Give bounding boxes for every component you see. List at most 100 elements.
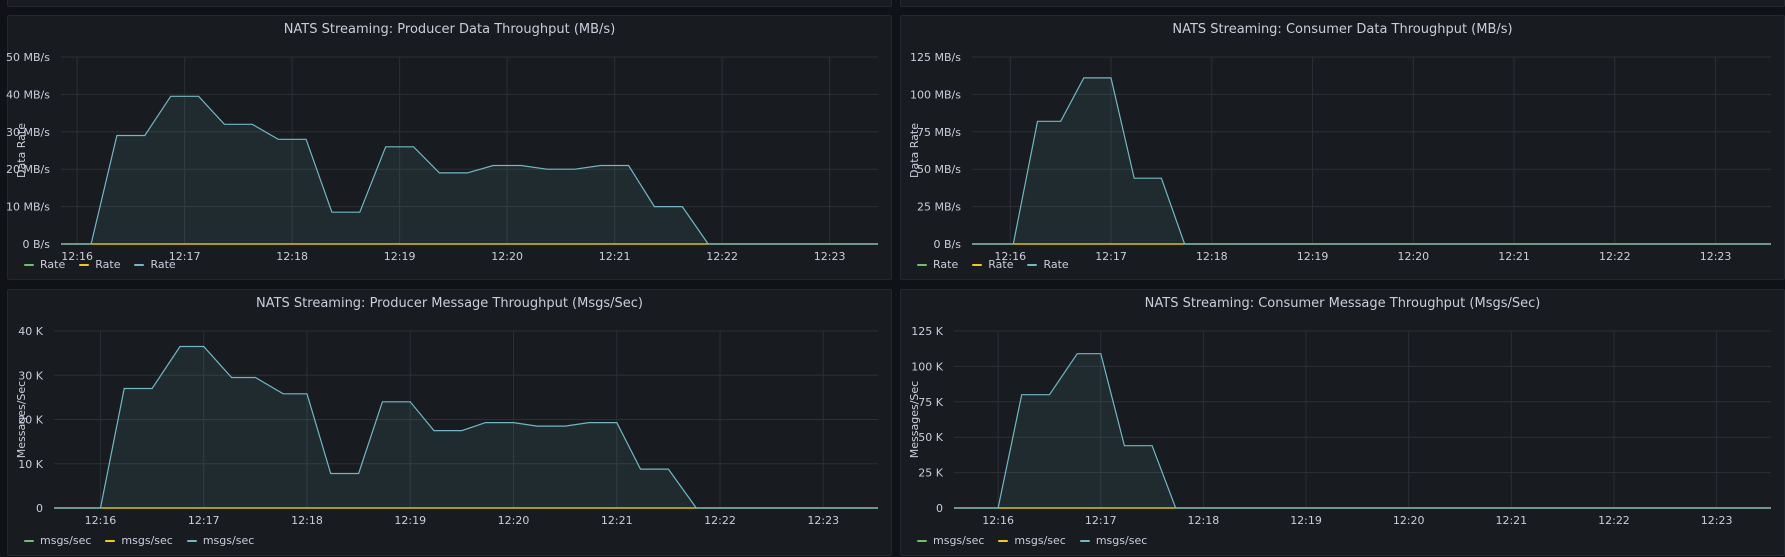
panel-consumer-message-throughput[interactable]: NATS Streaming: Consumer Message Through… bbox=[900, 289, 1785, 556]
y-axis-label: Data Rate bbox=[908, 123, 921, 178]
series-line[interactable] bbox=[972, 77, 1771, 245]
x-tick-label: 12:19 bbox=[1297, 250, 1329, 263]
legend: Rate Rate Rate bbox=[24, 258, 176, 271]
legend-swatch-icon bbox=[998, 539, 1009, 542]
x-tick-label: 12:16 bbox=[85, 514, 117, 527]
x-tick-label: 12:18 bbox=[1188, 514, 1220, 527]
y-axis-label: Messages/Sec bbox=[15, 381, 28, 458]
legend-item[interactable]: Rate bbox=[79, 258, 120, 271]
x-tick-label: 12:18 bbox=[276, 250, 308, 263]
y-tick-label: 0 bbox=[936, 502, 943, 515]
chart-svg[interactable]: 0 B/s 10 MB/s 20 MB/s 30 MB/s 40 MB/s 50 MB/s… bbox=[6, 16, 893, 281]
x-tick-label: 12:22 bbox=[1598, 514, 1630, 527]
chart-svg[interactable]: 0 25 K 50 K 75 K 100 K 125 K 12:16 12:17 12:18 12… bbox=[901, 290, 1785, 557]
legend: msgs/sec msgs/sec msgs/sec bbox=[24, 534, 254, 547]
y-tick-label: 125 MB/s bbox=[910, 51, 961, 64]
legend-swatch-icon bbox=[186, 539, 197, 542]
y-tick-label: 100 K bbox=[911, 360, 943, 373]
series-area bbox=[954, 353, 1771, 508]
x-tick-label: 12:19 bbox=[384, 250, 416, 263]
legend-item[interactable]: Rate bbox=[134, 258, 176, 271]
legend-swatch-icon bbox=[105, 539, 116, 542]
legend-swatch-icon bbox=[24, 263, 34, 266]
legend-swatch-icon bbox=[917, 539, 927, 542]
legend-item[interactable]: Rate bbox=[1027, 258, 1069, 271]
x-tick-label: 12:17 bbox=[188, 514, 220, 527]
x-tick-label: 12:19 bbox=[1290, 514, 1322, 527]
legend-label: Rate bbox=[988, 258, 1014, 271]
chart-svg[interactable]: 0 10 K 20 K 30 K 40 K 12:16 12:17 12:18 12:19 12:… bbox=[8, 290, 893, 557]
panel-producer-message-throughput[interactable]: NATS Streaming: Producer Message Through… bbox=[7, 289, 892, 556]
panel-title[interactable]: NATS Streaming: Producer Message Through… bbox=[255, 296, 643, 311]
legend-item[interactable]: msgs/sec bbox=[917, 534, 984, 547]
x-tick-label: 12:23 bbox=[807, 514, 839, 527]
legend-item[interactable]: msgs/sec bbox=[186, 534, 255, 547]
legend-label: Rate bbox=[1043, 258, 1069, 271]
legend-swatch-icon bbox=[79, 263, 90, 266]
series-area bbox=[54, 346, 878, 508]
y-tick-label: 75 K bbox=[918, 396, 943, 409]
y-tick-label: 50 MB/s bbox=[917, 163, 961, 176]
series-area bbox=[61, 96, 878, 244]
y-tick-label: 25 MB/s bbox=[917, 201, 961, 214]
legend-item[interactable]: Rate bbox=[24, 258, 65, 271]
legend-label: Rate bbox=[933, 258, 959, 271]
y-tick-label: 25 K bbox=[918, 467, 943, 480]
y-axis-label: Messages/Sec bbox=[908, 381, 921, 458]
x-tick-label: 12:21 bbox=[1495, 514, 1527, 527]
x-tick-label: 12:22 bbox=[706, 250, 738, 263]
legend-swatch-icon bbox=[972, 263, 983, 266]
y-tick-label: 20 MB/s bbox=[6, 163, 50, 176]
series-line[interactable] bbox=[954, 353, 1771, 509]
legend: msgs/sec msgs/sec msgs/sec bbox=[917, 534, 1147, 547]
y-tick-label: 100 MB/s bbox=[910, 88, 961, 101]
legend-label: Rate bbox=[40, 258, 66, 271]
y-tick-label: 125 K bbox=[911, 325, 943, 338]
x-tick-label: 12:23 bbox=[1701, 514, 1733, 527]
x-tick-label: 12:20 bbox=[498, 514, 530, 527]
y-axis-label: Data Rate bbox=[15, 123, 28, 178]
y-tick-label: 40 MB/s bbox=[6, 88, 50, 101]
legend-item[interactable]: msgs/sec bbox=[998, 534, 1066, 547]
legend-item[interactable]: Rate bbox=[972, 258, 1013, 271]
y-tick-label: 10 K bbox=[18, 458, 43, 471]
y-tick-label: 50 MB/s bbox=[6, 51, 50, 64]
x-tick-label: 12:17 bbox=[1085, 514, 1117, 527]
legend-label: msgs/sec bbox=[1095, 534, 1148, 547]
panel-producer-data-throughput[interactable]: NATS Streaming: Producer Data Throughput… bbox=[6, 15, 893, 281]
series-line[interactable] bbox=[54, 345, 878, 509]
series-line[interactable] bbox=[61, 95, 878, 245]
chart-svg[interactable]: 0 B/s 25 MB/s 50 MB/s 75 MB/s 100 MB/s 125 MB… bbox=[901, 16, 1785, 281]
x-tick-label: 12:22 bbox=[704, 514, 736, 527]
x-tick-label: 12:23 bbox=[814, 250, 846, 263]
x-tick-label: 12:16 bbox=[994, 250, 1026, 263]
previous-panel-right-edge bbox=[900, 0, 1785, 7]
x-tick-label: 12:16 bbox=[982, 514, 1014, 527]
panel-title[interactable]: NATS Streaming: Consumer Message Through… bbox=[1144, 296, 1541, 311]
panel-consumer-data-throughput[interactable]: NATS Streaming: Consumer Data Throughput… bbox=[900, 15, 1785, 280]
legend-swatch-icon bbox=[24, 539, 34, 542]
x-tick-label: 12:21 bbox=[599, 250, 631, 263]
legend-label: Rate bbox=[150, 258, 176, 271]
legend-item[interactable]: Rate bbox=[917, 258, 958, 271]
y-tick-label: 75 MB/s bbox=[917, 126, 961, 139]
x-tick-label: 12:21 bbox=[1498, 250, 1530, 263]
x-tick-label: 12:20 bbox=[1393, 514, 1425, 527]
legend-label: Rate bbox=[95, 258, 121, 271]
x-tick-label: 12:18 bbox=[291, 514, 323, 527]
y-tick-label: 50 K bbox=[918, 431, 943, 444]
y-tick-label: 30 MB/s bbox=[6, 126, 50, 139]
x-tick-label: 12:16 bbox=[61, 250, 93, 263]
legend-item[interactable]: msgs/sec bbox=[1079, 534, 1148, 547]
y-tick-label: 0 B/s bbox=[23, 238, 51, 251]
legend-label: msgs/sec bbox=[121, 534, 173, 547]
panel-title[interactable]: NATS Streaming: Consumer Data Throughput… bbox=[1172, 22, 1513, 37]
panel-title[interactable]: NATS Streaming: Producer Data Throughput… bbox=[283, 22, 616, 37]
y-tick-label: 0 bbox=[36, 502, 43, 515]
y-tick-label: 40 K bbox=[18, 325, 43, 338]
legend-label: msgs/sec bbox=[202, 534, 255, 547]
legend-item[interactable]: msgs/sec bbox=[24, 534, 91, 547]
legend-item[interactable]: msgs/sec bbox=[105, 534, 173, 547]
x-tick-label: 12:21 bbox=[601, 514, 633, 527]
x-tick-label: 12:20 bbox=[491, 250, 523, 263]
